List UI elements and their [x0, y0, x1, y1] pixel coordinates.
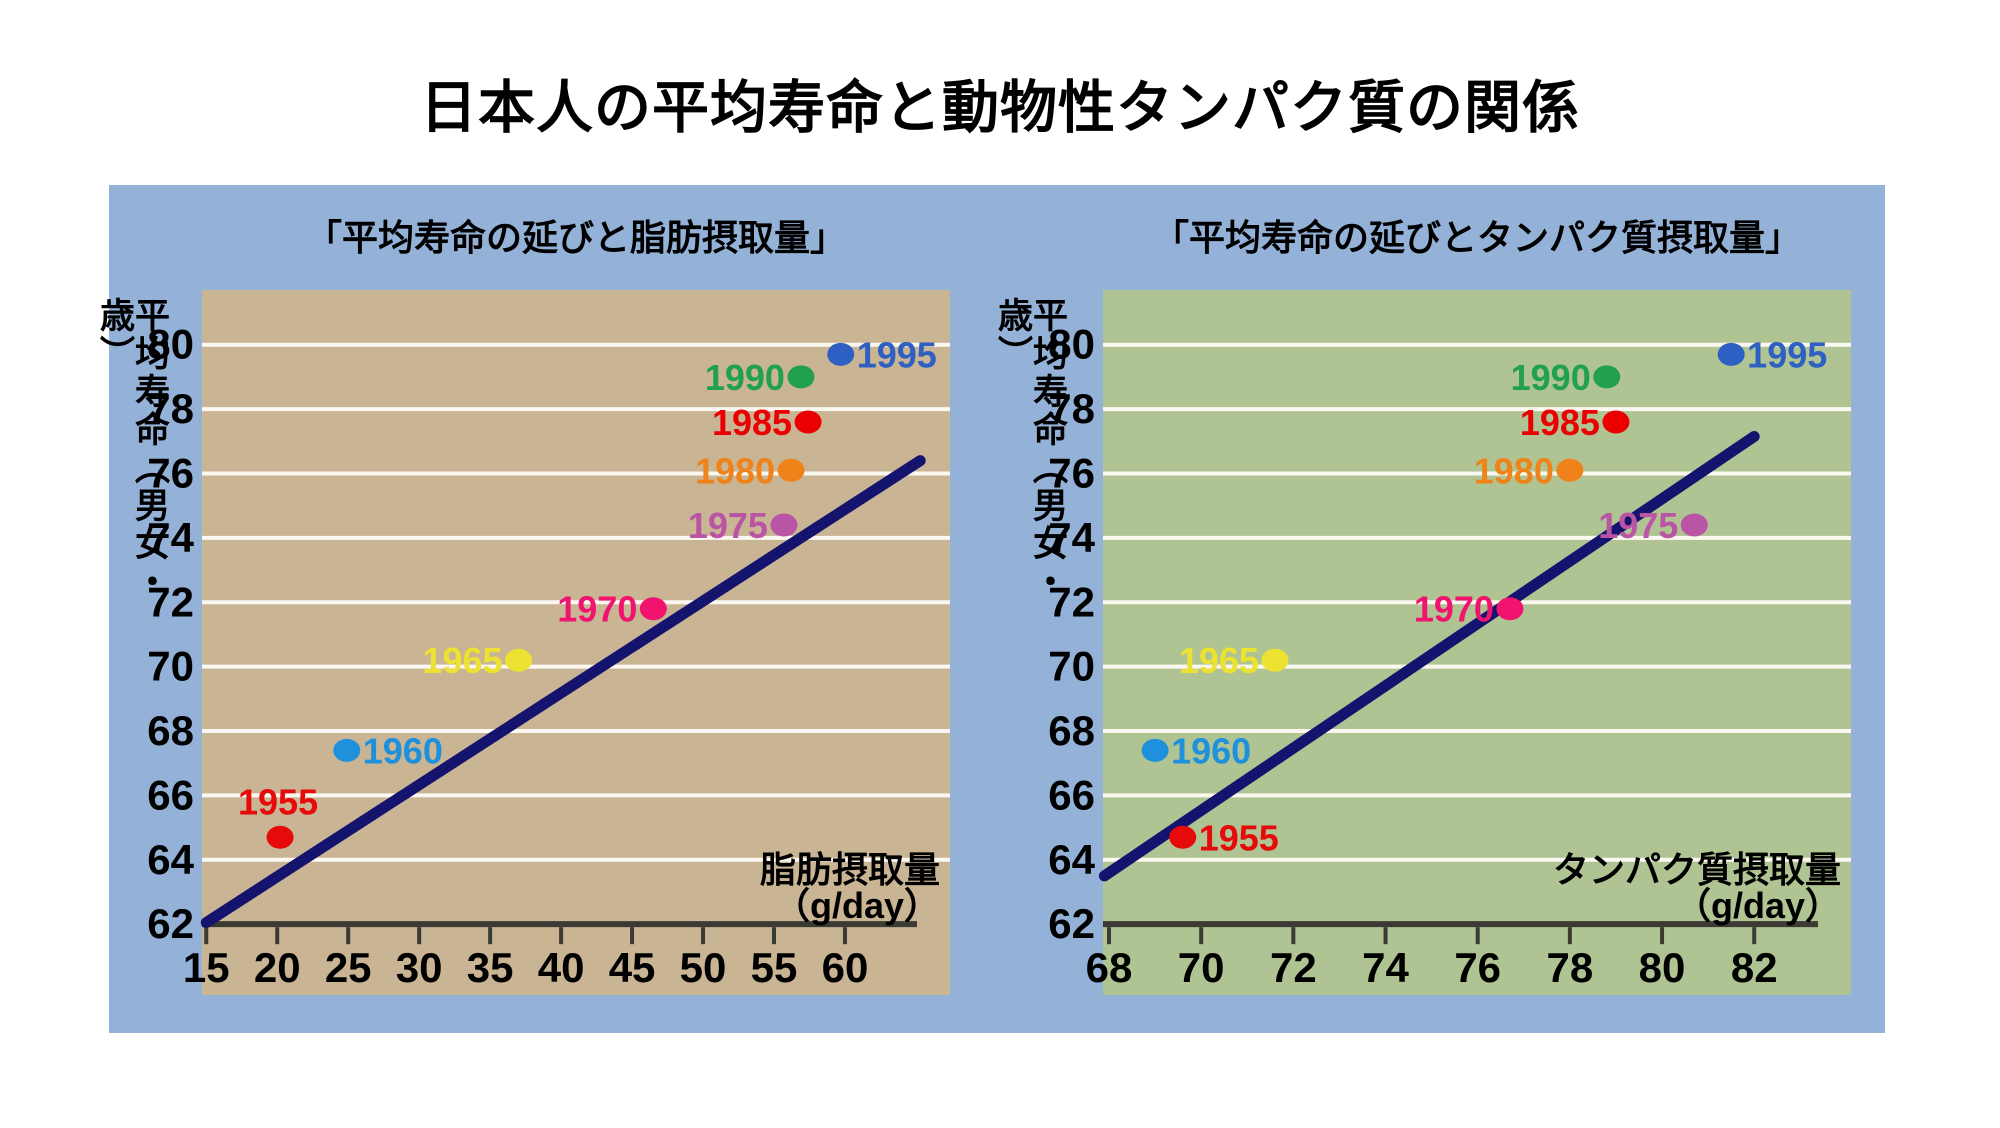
y-tick-label-66: 66	[1048, 771, 1095, 818]
x-tick-label-35: 35	[467, 944, 514, 991]
x-tick-label-76: 76	[1454, 944, 1501, 991]
data-point-label-1995: 1995	[857, 334, 937, 375]
x-tick-label-50: 50	[680, 944, 727, 991]
x-axis-unit: （g/day）	[1675, 885, 1841, 926]
trend-line	[200, 455, 926, 929]
data-point-1995	[827, 342, 855, 366]
protein-chart-subtitle: 「平均寿命の延びとタンパク質摂取量」	[1152, 217, 1801, 258]
y-tick-label-68: 68	[1048, 707, 1095, 754]
y-tick-label-80: 80	[1048, 321, 1095, 368]
x-axis-unit: （g/day）	[774, 885, 940, 926]
x-tick-label-68: 68	[1086, 944, 1133, 991]
x-tick-label-78: 78	[1547, 944, 1594, 991]
data-point-1960	[333, 738, 361, 762]
y-tick-label-78: 78	[147, 385, 194, 432]
data-point-label-1955: 1955	[1199, 817, 1279, 858]
data-point-label-1985: 1985	[1520, 402, 1600, 443]
data-point-1970	[639, 597, 667, 621]
y-tick-label-76: 76	[1048, 449, 1095, 496]
x-tick-label-15: 15	[183, 944, 230, 991]
y-tick-label-72: 72	[147, 578, 194, 625]
y-tick-label-78: 78	[1048, 385, 1095, 432]
x-tick-label-40: 40	[538, 944, 585, 991]
fat-chart-subtitle: 「平均寿命の延びと脂肪摂取量」	[305, 217, 846, 258]
fat-chart-y-axis-title: 平均寿命（男女・歳）	[95, 297, 169, 601]
data-point-1970	[1496, 597, 1524, 621]
data-point-1955	[1169, 825, 1197, 849]
data-point-label-1965: 1965	[1179, 640, 1259, 681]
y-tick-label-70: 70	[147, 643, 194, 690]
data-point-label-1985: 1985	[712, 402, 792, 443]
x-tick-label-74: 74	[1362, 944, 1409, 991]
trend-line	[1098, 430, 1760, 882]
y-tick-label-68: 68	[147, 707, 194, 754]
data-point-1975	[770, 513, 798, 537]
data-point-label-1975: 1975	[1598, 505, 1678, 546]
y-tick-label-66: 66	[147, 771, 194, 818]
data-point-label-1965: 1965	[422, 640, 502, 681]
data-point-1980	[1556, 458, 1584, 482]
data-point-1995	[1717, 342, 1745, 366]
x-axis-title: 脂肪摂取量	[760, 849, 940, 890]
x-tick-label-55: 55	[751, 944, 798, 991]
x-tick-label-80: 80	[1639, 944, 1686, 991]
x-tick-label-60: 60	[822, 944, 869, 991]
data-point-label-1970: 1970	[557, 589, 637, 630]
x-tick-label-70: 70	[1178, 944, 1225, 991]
x-axis-title: タンパク質摂取量	[1553, 849, 1841, 890]
data-point-1975	[1680, 513, 1708, 537]
y-tick-label-62: 62	[147, 900, 194, 947]
data-point-1985	[1602, 410, 1630, 434]
x-tick-label-72: 72	[1270, 944, 1317, 991]
y-tick-label-64: 64	[1048, 836, 1095, 883]
data-point-label-1975: 1975	[688, 505, 768, 546]
x-tick-label-82: 82	[1731, 944, 1778, 991]
y-tick-label-76: 76	[147, 449, 194, 496]
data-point-label-1960: 1960	[363, 730, 443, 771]
y-tick-label-80: 80	[147, 321, 194, 368]
y-tick-label-74: 74	[147, 514, 194, 561]
data-point-1965	[505, 648, 533, 672]
data-point-1960	[1141, 738, 1169, 762]
data-point-label-1980: 1980	[695, 450, 775, 491]
data-point-label-1960: 1960	[1171, 730, 1251, 771]
data-point-1990	[1593, 365, 1621, 389]
y-tick-label-70: 70	[1048, 643, 1095, 690]
y-tick-label-62: 62	[1048, 900, 1095, 947]
data-point-1965	[1261, 648, 1289, 672]
data-point-label-1990: 1990	[705, 357, 785, 398]
protein-chart-y-axis-title: 平均寿命（男女・歳）	[993, 297, 1067, 601]
data-point-1990	[787, 365, 815, 389]
x-tick-label-20: 20	[254, 944, 301, 991]
data-point-label-1995: 1995	[1747, 334, 1827, 375]
data-point-label-1980: 1980	[1474, 450, 1554, 491]
x-tick-label-30: 30	[396, 944, 443, 991]
data-point-1980	[777, 458, 805, 482]
y-tick-label-64: 64	[147, 836, 194, 883]
data-point-1955	[266, 825, 294, 849]
data-point-label-1955: 1955	[238, 781, 318, 822]
page-title: 日本人の平均寿命と動物性タンパク質の関係	[420, 76, 1580, 140]
y-tick-label-74: 74	[1048, 514, 1095, 561]
data-point-label-1990: 1990	[1511, 357, 1591, 398]
y-tick-label-72: 72	[1048, 578, 1095, 625]
x-tick-label-45: 45	[609, 944, 656, 991]
x-tick-label-25: 25	[325, 944, 372, 991]
data-point-1985	[794, 410, 822, 434]
data-point-label-1970: 1970	[1414, 589, 1494, 630]
